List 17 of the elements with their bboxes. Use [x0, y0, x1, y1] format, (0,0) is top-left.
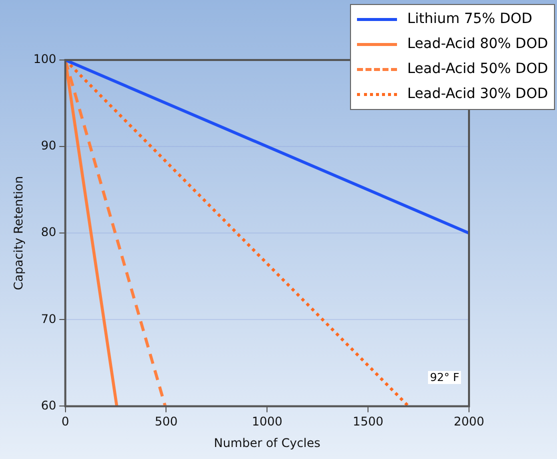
legend-label: Lithium 75% DOD: [407, 10, 532, 29]
x-tick-label: 2000: [454, 414, 484, 429]
x-tick-label: 1000: [252, 414, 282, 429]
x-tick-label: 1500: [352, 414, 384, 429]
annotation: 92° F: [428, 371, 462, 384]
legend-label: Lead-Acid 30% DOD: [407, 85, 548, 104]
y-tick-label: 60: [41, 398, 56, 412]
x-tick-label: 0: [61, 414, 70, 429]
y-tick-label: 80: [41, 225, 56, 240]
legend-label: Lead-Acid 50% DOD: [407, 60, 548, 79]
legend-label: Lead-Acid 80% DOD: [407, 35, 548, 54]
y-tick-label: 90: [41, 138, 56, 153]
y-axis-title: Capacity Retention: [11, 176, 26, 290]
y-tick-label: 100: [33, 52, 56, 66]
x-tick-label: 500: [154, 414, 178, 429]
x-axis-title: Number of Cycles: [214, 436, 320, 450]
y-tick-label: 70: [41, 312, 56, 326]
